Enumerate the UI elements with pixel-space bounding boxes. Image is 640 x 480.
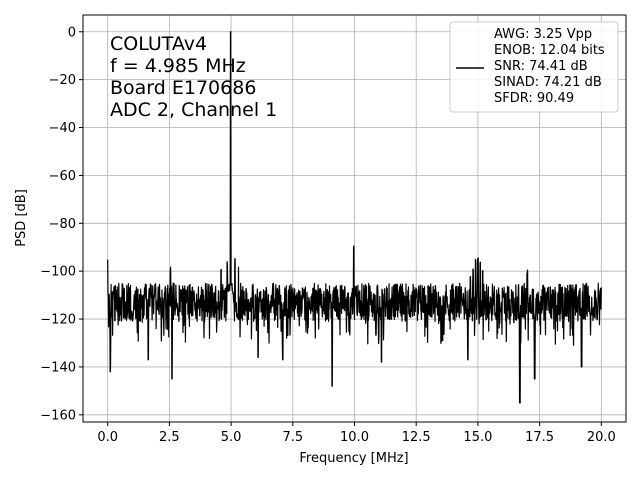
x-tick-label: 2.5	[159, 430, 180, 445]
x-tick-label: 10.0	[340, 430, 369, 445]
x-axis-label: Frequency [MHz]	[299, 451, 408, 466]
legend-entry: SNR: 74.41 dB	[494, 59, 588, 74]
y-tick-label: −160	[40, 408, 76, 423]
legend-entry: SFDR: 90.49	[494, 91, 574, 106]
legend-entry: AWG: 3.25 Vpp	[494, 27, 592, 42]
x-tick-label: 0.0	[97, 430, 118, 445]
legend-box	[449, 21, 619, 113]
x-tick-label: 20.0	[587, 430, 616, 445]
y-tick-label: −20	[49, 73, 76, 88]
legend-entry: ENOB: 12.04 bits	[494, 43, 605, 58]
y-tick-label: −40	[49, 121, 76, 136]
y-tick-label: −140	[40, 360, 76, 375]
annotation-block: COLUTAv4 f = 4.985 MHz Board E170686 ADC…	[110, 33, 277, 121]
annotation-line: COLUTAv4	[110, 33, 207, 55]
y-axis-label: PSD [dB]	[14, 189, 29, 247]
y-tick-label: −60	[49, 169, 76, 184]
x-tick-label: 7.5	[282, 430, 303, 445]
y-tick-label: −120	[40, 313, 76, 328]
y-tick-label: −100	[40, 265, 76, 280]
x-tick-label: 15.0	[463, 430, 492, 445]
y-tick-label: 0	[68, 25, 76, 40]
annotation-line: Board E170686	[110, 77, 256, 99]
x-tick-label: 17.5	[525, 430, 554, 445]
x-tick-label: 5.0	[221, 430, 242, 445]
annotation-line: ADC 2, Channel 1	[110, 99, 277, 121]
y-tick-label: −80	[49, 217, 76, 232]
psd-series-line	[107, 31, 602, 404]
x-axis-ticks: 0.0 2.5 5.0 7.5 10.0 12.5 15.0 17.5 20.0	[97, 422, 616, 445]
y-axis-ticks: 0 −20 −40 −60 −80 −100 −120 −140 −160	[40, 25, 83, 423]
x-tick-label: 12.5	[402, 430, 431, 445]
legend-entry: SINAD: 74.21 dB	[494, 75, 602, 90]
annotation-line: f = 4.985 MHz	[110, 55, 246, 77]
legend: AWG: 3.25 Vpp ENOB: 12.04 bits SNR: 74.4…	[449, 21, 619, 113]
psd-trace	[107, 31, 602, 404]
